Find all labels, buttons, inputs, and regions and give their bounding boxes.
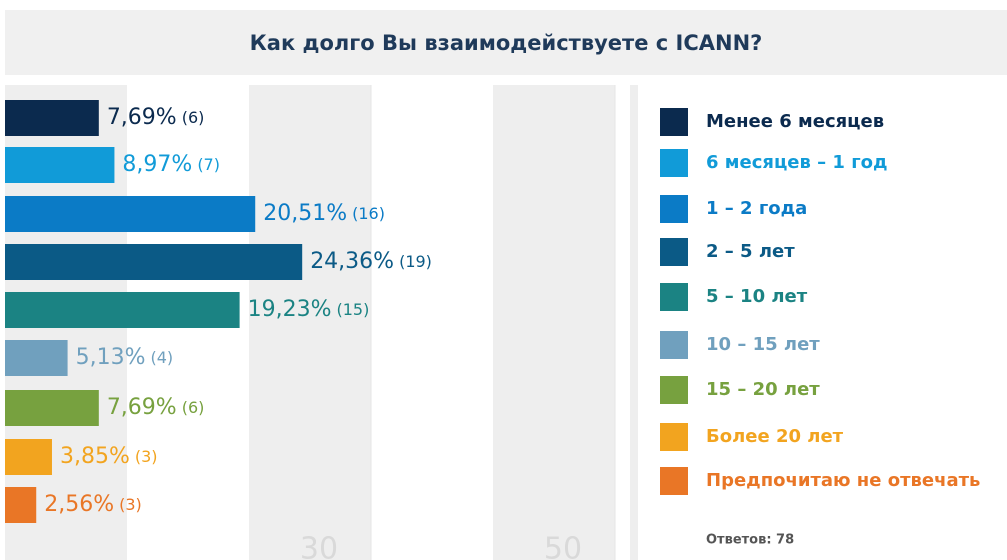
x-tick-label: 50 — [544, 532, 582, 560]
bar — [5, 439, 52, 475]
bar — [5, 487, 37, 523]
grid-band — [493, 85, 615, 560]
legend-label: Более 20 лет — [706, 426, 844, 447]
legend-swatch — [660, 238, 688, 266]
legend-swatch — [660, 108, 688, 136]
bar — [5, 390, 99, 426]
count-label: (7) — [197, 155, 220, 174]
chart-title: Как долго Вы взаимодействуете с ICANN? — [250, 31, 763, 55]
count-label: (16) — [352, 204, 385, 223]
bar — [5, 340, 68, 376]
legend-label: 5 – 10 лет — [706, 286, 808, 307]
legend-label: 10 – 15 лет — [706, 334, 820, 355]
grid-band — [249, 85, 371, 560]
legend-label: 1 – 2 года — [706, 198, 807, 219]
count-label: (19) — [399, 252, 432, 271]
legend-label: Предпочитаю не отвечать — [706, 470, 980, 491]
value-label: 5,13% (4) — [76, 345, 174, 370]
value-label: 20,51% (16) — [263, 201, 385, 226]
bar — [5, 147, 115, 183]
count-label: (15) — [336, 300, 369, 319]
count-label: (4) — [150, 348, 173, 367]
title-band — [5, 10, 1007, 75]
count-label: (6) — [182, 398, 205, 417]
percent-label: 19,23% — [248, 297, 332, 322]
percent-label: 7,69% — [107, 105, 177, 130]
legend-label: 2 – 5 лет — [706, 241, 795, 262]
value-label: 7,69% (6) — [107, 105, 205, 130]
value-label: 3,85% (3) — [60, 444, 158, 469]
value-label: 8,97% (7) — [122, 152, 220, 177]
percent-label: 8,97% — [122, 152, 192, 177]
value-label: 2,56% (3) — [44, 492, 142, 517]
value-label: 7,69% (6) — [107, 395, 205, 420]
legend-label: 6 месяцев – 1 год — [706, 152, 888, 173]
legend-swatch — [660, 376, 688, 404]
note: Ответов: 78 — [706, 533, 794, 548]
legend-swatch — [660, 195, 688, 223]
legend-swatch — [660, 331, 688, 359]
x-tick-label: 30 — [300, 532, 338, 560]
value-label: 19,23% (15) — [248, 297, 370, 322]
percent-label: 24,36% — [310, 249, 394, 274]
legend-swatch — [660, 283, 688, 311]
separator — [630, 85, 638, 560]
bar — [5, 292, 240, 328]
legend-swatch — [660, 149, 688, 177]
count-label: (3) — [135, 447, 158, 466]
count-label: (3) — [119, 495, 142, 514]
bar — [5, 196, 256, 232]
percent-label: 5,13% — [76, 345, 146, 370]
value-label: 24,36% (19) — [310, 249, 432, 274]
bar — [5, 100, 99, 136]
percent-label: 20,51% — [263, 201, 347, 226]
bar — [5, 244, 303, 280]
legend-swatch — [660, 423, 688, 451]
legend-label: 15 – 20 лет — [706, 379, 820, 400]
count-label: (6) — [182, 108, 205, 127]
percent-label: 7,69% — [107, 395, 177, 420]
percent-label: 3,85% — [60, 444, 130, 469]
percent-label: 2,56% — [44, 492, 114, 517]
legend-label: Менее 6 месяцев — [706, 111, 884, 132]
legend-swatch — [660, 467, 688, 495]
